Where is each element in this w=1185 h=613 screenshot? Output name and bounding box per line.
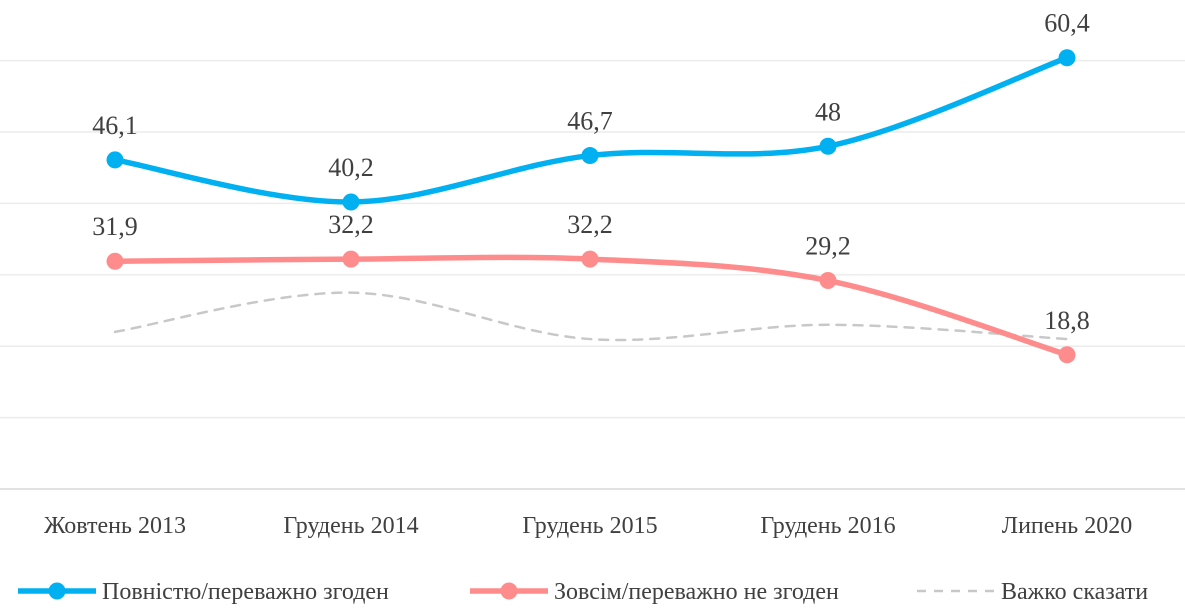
data-label: 18,8 — [1044, 306, 1090, 335]
x-axis-ticks: Жовтень 2013 Грудень 2014 Грудень 2015 Груд… — [44, 513, 1132, 539]
data-point-marker — [1058, 49, 1076, 67]
legend-marker — [500, 582, 518, 600]
data-label: 46,7 — [567, 107, 613, 136]
x-tick-label: Жовтень 2013 — [44, 513, 186, 539]
data-point-marker — [819, 137, 837, 155]
data-point-marker — [106, 252, 124, 270]
data-point-marker — [106, 151, 124, 169]
data-label: 31,9 — [92, 212, 138, 241]
gridlines — [0, 59, 1185, 419]
data-point-marker — [581, 250, 599, 268]
data-point-marker — [342, 250, 360, 268]
x-tick-label: Грудень 2015 — [522, 513, 657, 539]
legend-marker — [48, 582, 66, 600]
data-label: 46,1 — [92, 111, 138, 140]
data-label: 60,4 — [1044, 9, 1090, 38]
data-label: 32,2 — [567, 210, 613, 239]
data-label: 32,2 — [328, 210, 374, 239]
series-line — [113, 291, 1069, 342]
data-point-marker — [819, 272, 837, 290]
data-label: 48 — [815, 97, 841, 126]
legend-label: Важко сказати — [1001, 579, 1148, 605]
legend-label: Зовсім/переважно не згоден — [554, 579, 839, 605]
data-point-marker — [1058, 346, 1076, 364]
data-point-marker — [342, 193, 360, 211]
x-tick-label: Липень 2020 — [1002, 513, 1132, 539]
legend-label: Повністю/переважно згоден — [102, 579, 389, 605]
data-point-marker — [581, 147, 599, 165]
x-tick-label: Грудень 2014 — [283, 513, 418, 539]
data-labels: 46,1 40,2 46,7 48 60,4 31,9 32,2 32,2 29,2 18,8 — [92, 9, 1090, 335]
data-label: 29,2 — [805, 232, 851, 261]
legend: Повністю/переважно згоден Зовсім/переважн… — [18, 579, 1148, 605]
data-label: 40,2 — [328, 153, 374, 182]
x-tick-label: Грудень 2016 — [760, 513, 895, 539]
series-layer — [106, 49, 1076, 364]
